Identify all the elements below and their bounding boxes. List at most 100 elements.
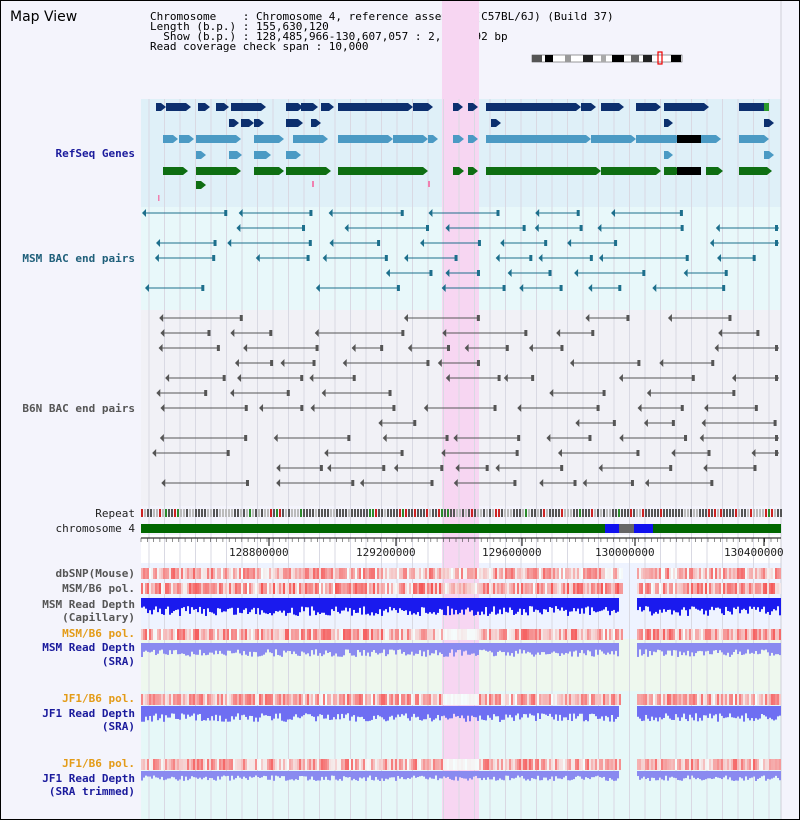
heat-cell (365, 694, 367, 705)
bac-end-marker (245, 480, 249, 486)
track-label-jf1-read-depth-trim[interactable]: JF1 Read Depth (42, 772, 135, 785)
heat-cell (333, 583, 335, 594)
bac-end-marker (642, 270, 646, 276)
depth-bar (405, 706, 407, 714)
depth-bar (193, 706, 195, 714)
heat-cell (193, 629, 195, 640)
repeat-element (630, 509, 632, 517)
heat-cell (147, 568, 149, 579)
heat-cell (281, 629, 283, 640)
track-label-msm-bac[interactable]: MSM BAC end pairs (22, 252, 135, 265)
bac-end-marker (579, 225, 583, 231)
heat-cell (679, 694, 681, 705)
depth-bar (233, 706, 235, 720)
heat-cell (589, 694, 591, 705)
depth-bar (363, 598, 365, 607)
repeat-element (201, 509, 203, 517)
depth-bar (263, 706, 265, 716)
bac-end-marker (597, 224, 602, 232)
depth-bar (303, 706, 305, 716)
track-label-msm-b6-pol-2[interactable]: MSM/B6 pol. (62, 627, 135, 640)
gene-block (677, 167, 701, 175)
heat-cell (323, 759, 325, 770)
heat-cell (447, 568, 449, 579)
heat-cell (605, 568, 607, 579)
heat-cell (269, 583, 271, 594)
heat-cell (597, 583, 599, 594)
heat-cell (379, 694, 381, 705)
depth-bar (447, 771, 449, 777)
heat-cell (699, 694, 701, 705)
depth-bar (499, 643, 501, 651)
depth-bar (427, 598, 429, 614)
track-label-jf1-b6-pol-1[interactable]: JF1/B6 pol. (62, 692, 135, 705)
heat-cell (463, 759, 465, 770)
heat-cell (753, 759, 755, 770)
depth-bar (725, 771, 727, 776)
depth-bar (597, 771, 599, 776)
depth-bar (267, 706, 269, 716)
repeat-element (387, 509, 389, 517)
depth-bar (659, 643, 661, 651)
heat-cell (219, 583, 221, 594)
depth-bar (675, 706, 677, 715)
heat-cell (763, 583, 765, 594)
track-label-dbsnp[interactable]: dbSNP(Mouse) (55, 567, 135, 580)
repeat-element (366, 509, 368, 517)
depth-bar (453, 598, 455, 615)
depth-bar (371, 643, 373, 652)
bac-end-marker (152, 449, 157, 457)
heat-cell (299, 629, 301, 640)
depth-bar (189, 598, 191, 614)
track-label-msm-read-depth-sra[interactable]: MSM Read Depth (42, 641, 135, 654)
depth-bar (173, 706, 175, 714)
depth-bar (279, 643, 281, 656)
heat-cell (143, 583, 145, 594)
heat-cell (469, 759, 471, 770)
depth-bar (419, 643, 421, 651)
bac-end-marker (691, 375, 695, 381)
heat-cell (403, 759, 405, 770)
depth-bar (293, 598, 295, 615)
heat-cell (575, 694, 577, 705)
heat-cell (749, 583, 751, 594)
heat-cell (277, 759, 279, 770)
repeat-element (774, 509, 776, 517)
heat-cell (679, 583, 681, 594)
depth-bar (265, 598, 267, 614)
heat-cell (247, 568, 249, 579)
track-label-msm-b6-pol-1[interactable]: MSM/B6 pol. (62, 582, 135, 595)
depth-bar (597, 643, 599, 655)
heat-cell (295, 694, 297, 705)
depth-bar (217, 643, 219, 655)
depth-bar (285, 598, 287, 616)
heat-cell (695, 759, 697, 770)
repeat-element (543, 509, 545, 517)
track-label-chromosome: chromosome 4 (55, 522, 135, 535)
track-label-jf1-b6-pol-2[interactable]: JF1/B6 pol. (62, 757, 135, 770)
heat-cell (217, 759, 219, 770)
bac-end-marker (403, 314, 408, 322)
heat-cell (571, 583, 573, 594)
depth-bar (271, 771, 273, 776)
depth-bar (647, 643, 649, 657)
track-label-msm-read-depth-cap[interactable]: MSM Read Depth (42, 598, 135, 611)
depth-bar (493, 598, 495, 607)
depth-bar (769, 598, 771, 615)
depth-bar (349, 706, 351, 721)
track-label-b6n-bac[interactable]: B6N BAC end pairs (22, 402, 135, 415)
track-label-refseq[interactable]: RefSeq Genes (55, 147, 135, 160)
track-label-jf1-read-depth-sra[interactable]: JF1 Read Depth (42, 707, 135, 720)
heat-cell (219, 759, 221, 770)
heat-cell (393, 694, 395, 705)
depth-bar (515, 706, 517, 716)
heat-cell (249, 694, 251, 705)
heat-cell (607, 694, 609, 705)
depth-bar (253, 643, 255, 652)
heat-cell (439, 583, 441, 594)
heat-cell (209, 694, 211, 705)
depth-bar (757, 771, 759, 779)
heat-cell (409, 568, 411, 579)
heat-cell (569, 759, 571, 770)
